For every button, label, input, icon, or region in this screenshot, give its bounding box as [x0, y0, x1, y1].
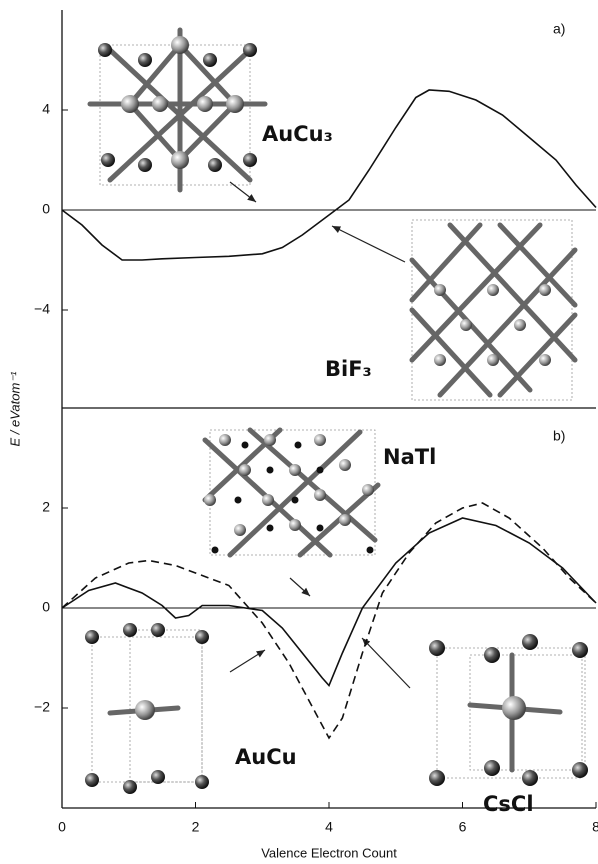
- y-tick-label: 4: [42, 101, 50, 117]
- panel-label: b): [553, 428, 565, 444]
- y-tick-label: −4: [34, 301, 50, 317]
- natl-structure: [202, 427, 381, 558]
- aucu3-structure: [87, 27, 268, 193]
- aucu-structure: [85, 623, 209, 794]
- x-tick-label: 4: [325, 819, 333, 835]
- y-tick-label: −2: [34, 699, 50, 715]
- line-series: [61, 517, 597, 687]
- annotation: BiF₃: [325, 357, 372, 381]
- x-tick-label: 0: [58, 819, 66, 835]
- annotation: CsCl: [483, 792, 534, 816]
- x-tick-label: 6: [459, 819, 467, 835]
- y-axis-label: E / eVatom⁻¹: [7, 371, 22, 447]
- x-tick-label: 2: [192, 819, 200, 835]
- annotation: AuCu: [235, 745, 297, 769]
- y-tick-label: 0: [42, 201, 50, 217]
- annotation: AuCu₃: [262, 122, 333, 146]
- x-tick-label: 8: [592, 819, 598, 835]
- x-axis-label: Valence Electron Count: [261, 845, 397, 860]
- line-series: [61, 502, 597, 740]
- annotation: NaTl: [383, 445, 436, 469]
- bif3-structure: [409, 219, 578, 401]
- y-tick-label: 0: [42, 599, 50, 615]
- y-tick-label: 2: [42, 499, 50, 515]
- cscl-structure: [429, 634, 588, 786]
- line-series: [61, 89, 597, 261]
- crystal-illustrations: [85, 27, 588, 794]
- panel-label: a): [553, 21, 565, 37]
